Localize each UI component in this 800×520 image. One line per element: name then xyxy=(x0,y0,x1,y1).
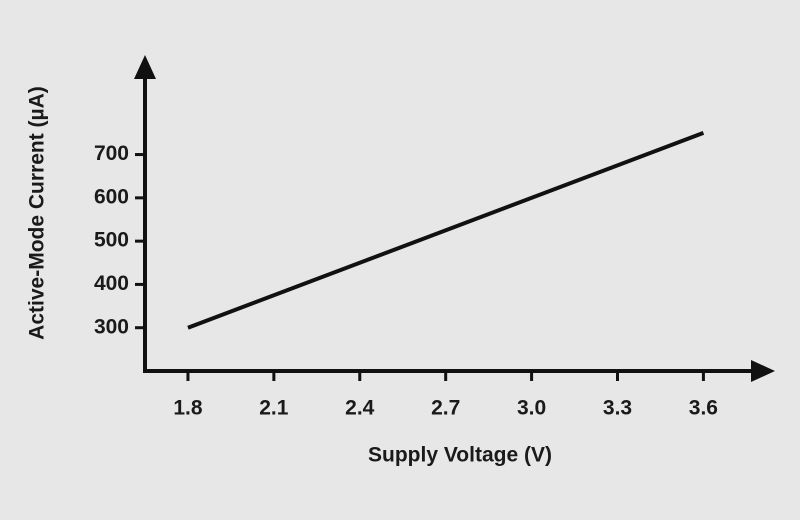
y-tick-label: 600 xyxy=(94,185,129,208)
y-axis-title: Active-Mode Current (µA) xyxy=(26,86,49,340)
y-tick-label: 300 xyxy=(94,315,129,338)
x-tick-label: 2.4 xyxy=(345,397,375,420)
x-tick-label: 3.6 xyxy=(689,397,718,420)
x-tick-label: 1.8 xyxy=(173,397,203,420)
y-tick-label: 400 xyxy=(94,272,129,295)
y-tick-label: 700 xyxy=(94,142,129,165)
x-tick-label: 3.3 xyxy=(603,397,632,420)
x-tick-label: 2.1 xyxy=(259,397,289,420)
data-line xyxy=(187,131,705,330)
x-tick-label: 3.0 xyxy=(517,397,546,420)
x-axis-arrow xyxy=(751,360,775,382)
x-tick-label: 2.7 xyxy=(431,397,460,420)
y-tick-label: 500 xyxy=(94,229,129,252)
x-axis-title: Supply Voltage (V) xyxy=(368,444,552,467)
y-axis-arrow xyxy=(134,55,156,79)
